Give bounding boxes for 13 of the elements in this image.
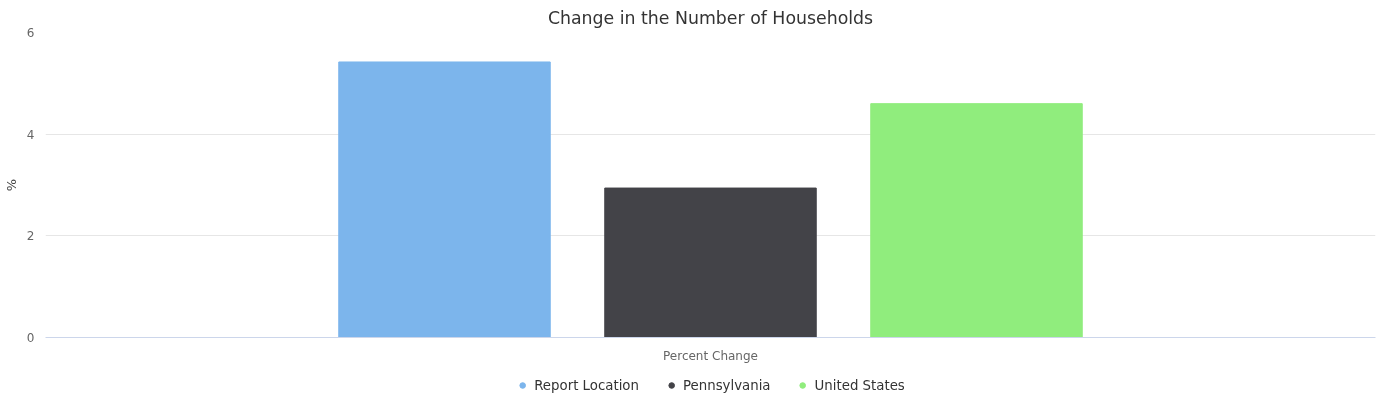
legend-label: Pennsylvania	[682, 377, 771, 393]
x-tick-label: Percent Change	[663, 348, 758, 363]
y-tick-label: 2	[26, 229, 35, 244]
y-axis-title: %	[3, 178, 19, 192]
bar	[870, 103, 1083, 338]
y-tick-label: 4	[26, 127, 35, 142]
bar	[604, 187, 817, 338]
legend-label: United States	[814, 377, 905, 393]
y-tick-label: 6	[26, 26, 35, 40]
chart-title: Change in the Number of Households	[547, 7, 874, 28]
y-tick-label: 0	[26, 331, 35, 345]
bar	[338, 61, 551, 338]
legend-label: Report Location	[534, 377, 639, 393]
